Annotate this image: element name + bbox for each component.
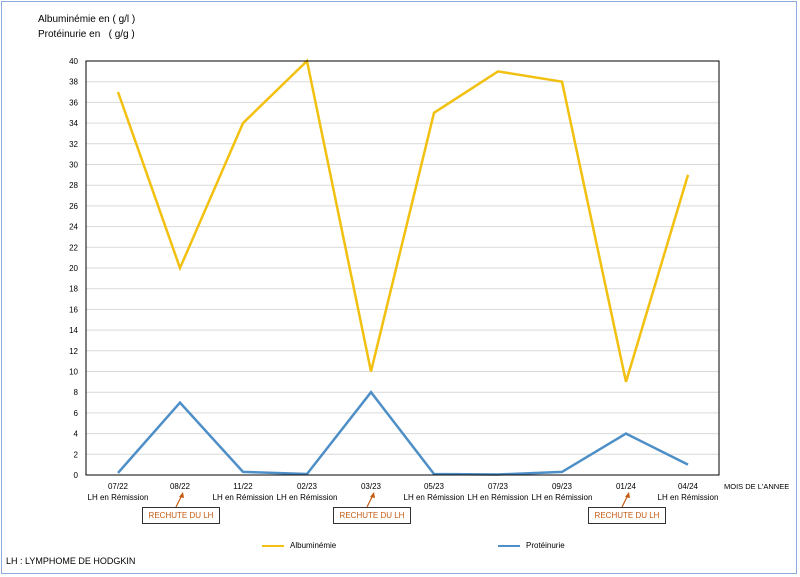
x-axis-unit-label: MOIS DE L'ANNEE — [724, 482, 789, 491]
y-tick-label: 8 — [74, 388, 79, 397]
relapse-annotation: RECHUTE DU LH — [333, 507, 411, 524]
series-line-proteinurie — [117, 390, 689, 476]
y-tick-label: 24 — [69, 223, 78, 232]
x-tick-labels: 07/22 LH en Rémission 08/22 11/22 LH en Rémi… — [88, 482, 719, 502]
legend-swatch-proteinurie — [498, 544, 520, 547]
plot-border — [85, 60, 720, 476]
y-tick-label: 2 — [74, 450, 79, 459]
y-axis-title: Albuminémie en ( g/l ) Protéinurie en ( … — [38, 12, 135, 42]
legend-item-albuminemie: Albuminémie — [262, 541, 336, 550]
y-tick-label: 30 — [69, 161, 78, 170]
relapse-annotation: RECHUTE DU LH — [588, 507, 666, 524]
y-tick-label: 22 — [69, 243, 78, 252]
annotation-arrows — [175, 492, 630, 508]
x-tick-label: 07/23 — [488, 482, 509, 491]
footnote: LH : LYMPHOME DE HODGKIN — [6, 556, 136, 566]
relapse-annotation: RECHUTE DU LH — [142, 507, 220, 524]
y-axis-title-line-1: Albuminémie en ( g/l ) — [38, 14, 136, 25]
x-tick-sublabel: LH en Rémission — [658, 493, 719, 502]
series-line-albuminemie — [116, 58, 690, 383]
y-tick-label: 18 — [69, 285, 78, 294]
series-lines — [116, 58, 690, 476]
y-tick-label: 34 — [69, 119, 78, 128]
y-tick-label: 26 — [69, 202, 78, 211]
y-axis-title-line-2: Protéinurie en ( g/g ) — [38, 29, 135, 40]
annotation-arrowhead — [370, 492, 375, 498]
annotation-arrowhead — [625, 492, 630, 498]
legend-label-albuminemie: Albuminémie — [290, 541, 337, 550]
annotation-arrowhead — [179, 492, 184, 498]
y-tick-label: 32 — [69, 140, 78, 149]
y-tick-label: 10 — [69, 368, 78, 377]
y-tick-label: 36 — [69, 98, 78, 107]
x-tick-label: 11/22 — [233, 482, 253, 491]
x-tick-label: 08/22 — [170, 482, 191, 491]
y-tick-label: 16 — [69, 305, 78, 314]
legend-label-proteinurie: Protéinurie — [526, 541, 565, 550]
x-tick-sublabel: LH en Rémission — [213, 493, 274, 502]
legend-swatch-albuminemie — [262, 544, 284, 547]
y-tick-label: 4 — [74, 430, 79, 439]
y-tick-label: 14 — [69, 326, 78, 335]
y-tick-label: 40 — [69, 57, 78, 66]
x-tick-sublabel: LH en Rémission — [468, 493, 529, 502]
x-tick-sublabel: LH en Rémission — [277, 493, 338, 502]
y-tick-label: 20 — [69, 264, 78, 273]
legend-item-proteinurie: Protéinurie — [498, 541, 565, 550]
x-tick-label: 03/23 — [361, 482, 382, 491]
y-tick-label: 0 — [74, 471, 79, 480]
x-tick-label: 01/24 — [616, 482, 637, 491]
x-tick-label: 02/23 — [297, 482, 318, 491]
y-tick-label: 6 — [74, 409, 79, 418]
x-tick-sublabel: LH en Rémission — [532, 493, 593, 502]
x-tick-label: 07/22 — [108, 482, 129, 491]
x-tick-label: 09/23 — [552, 482, 573, 491]
y-tick-label: 38 — [69, 78, 78, 87]
y-tick-label: 28 — [69, 181, 78, 190]
x-tick-label: 05/23 — [424, 482, 445, 491]
x-tick-label: 04/24 — [678, 482, 699, 491]
x-tick-sublabel: LH en Rémission — [88, 493, 149, 502]
x-tick-sublabel: LH en Rémission — [404, 493, 465, 502]
y-tick-label: 12 — [69, 347, 78, 356]
